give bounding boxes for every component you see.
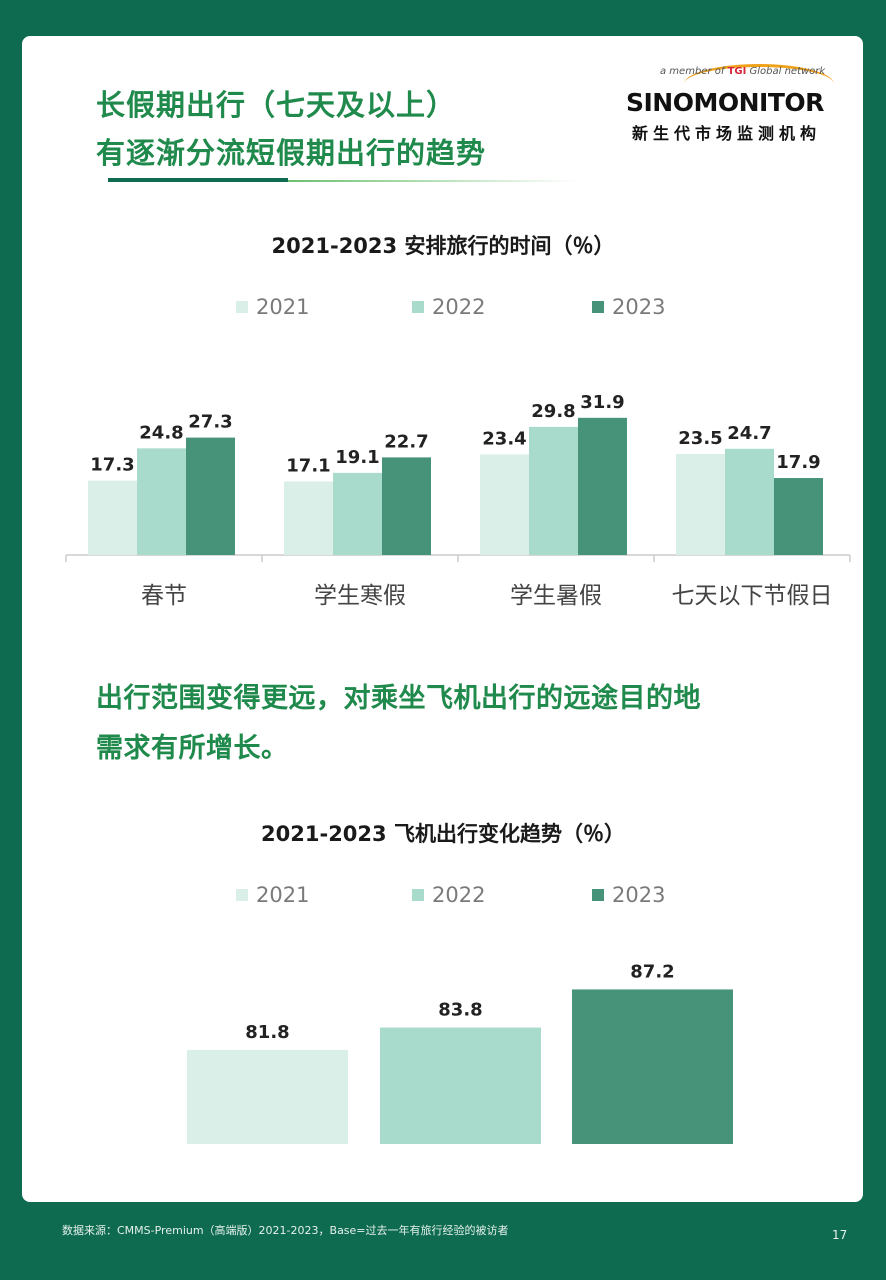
chart1-value-label: 29.8 [531,401,575,422]
chart1-category-label: 七天以下节假日 [672,583,833,609]
section-heading-line-1: 出行范围变得更远，对乘坐飞机出行的远途目的地 [96,683,701,714]
chart1-bar-2022-0 [137,448,186,555]
legend1-label-2021: 2021 [256,295,310,319]
headline-underline-fade [288,180,578,182]
chart2-legend: 2021 2022 2023 [0,880,886,910]
chart1-value-label: 19.1 [335,447,379,468]
chart1-title: 2021-2023 安排旅行的时间（％） [271,234,615,258]
headline-line-1: 长假期出行（七天及以上） [96,88,457,122]
headline-underline [108,178,288,182]
chart2-flight-trend-bars: 81.8 83.8 87.2 [187,961,733,1144]
legend1-label-2022: 2022 [432,295,486,319]
chart2-value-label: 81.8 [245,1022,289,1043]
chart1-value-label: 17.9 [776,452,820,473]
legend1-item-2023: 2023 [592,292,665,322]
chart1-value-label: 23.4 [482,428,526,449]
chart2-bar-2022 [380,1027,541,1144]
legend1-item-2021: 2021 [236,292,309,322]
chart1-bar-2021-1 [284,481,333,555]
legend2-swatch-2023 [592,889,604,901]
chart1-value-label: 24.8 [139,422,183,443]
chart1-category-label: 春节 [141,583,187,609]
logo-name: SINOMONITOR [626,88,824,117]
sinomonitor-logo: a member of TGI Global network SINOMONIT… [624,58,844,148]
chart1-bar-2023-2 [578,417,627,555]
chart1-value-label: 17.1 [286,455,330,476]
chart2-value-label: 87.2 [630,961,674,982]
chart1-bar-2021-3 [676,453,725,555]
legend2-item-2023: 2023 [592,880,665,910]
legend1-swatch-2021 [236,301,248,313]
section-heading-line-2: 需求有所增长。 [96,733,289,764]
legend1-swatch-2022 [412,301,424,313]
chart1-value-label: 24.7 [727,423,771,444]
chart1-travel-time-bars: 17.324.827.3 春节 17.1 19.122.7 学生寒假 23.429.8 31… [65,392,851,609]
chart2-bar-2021 [187,1049,348,1144]
footer-data-source: 数据来源：CMMS-Premium（高端版）2021-2023，Base=过去一… [62,1224,509,1237]
chart2-bar-2023 [572,989,733,1144]
chart1-bar-2023-3 [774,478,823,555]
chart1-value-label: 31.9 [580,392,624,413]
legend1-swatch-2023 [592,301,604,313]
legend2-swatch-2022 [412,889,424,901]
legend1-label-2023: 2023 [612,295,666,319]
chart1-category-label: 学生暑假 [510,583,602,609]
legend2-item-2021: 2021 [236,880,309,910]
logo-cn-name: 新生代市场监测机构 [632,124,822,143]
chart2-value-label: 83.8 [438,1000,482,1021]
chart1-category-label: 学生寒假 [314,583,406,609]
chart1-legend: 2021 2022 2023 [0,292,886,322]
chart1-bar-2023-0 [186,437,235,555]
page-number: 17 [832,1228,848,1242]
chart2-title: 2021-2023 飞机出行变化趋势（％） [261,822,625,846]
chart1-bar-2021-2 [480,454,529,555]
legend2-item-2022: 2022 [412,880,485,910]
legend2-label-2022: 2022 [432,883,486,907]
legend2-label-2021: 2021 [256,883,310,907]
logo-member-text: a member of TGI Global network [660,66,826,77]
chart1-value-label: 17.3 [90,455,134,476]
chart1-value-label: 27.3 [188,412,232,433]
logo-arc-icon [684,64,834,104]
chart1-bar-2023-1 [382,457,431,555]
chart1-bar-2022-2 [529,426,578,555]
chart1-bar-2022-1 [333,472,382,555]
headline-line-2: 有逐渐分流短假期出行的趋势 [96,136,487,170]
chart1-bar-2021-0 [88,480,137,555]
legend2-label-2023: 2023 [612,883,666,907]
chart1-value-label: 23.5 [678,428,722,449]
legend2-swatch-2021 [236,889,248,901]
chart1-bar-2022-3 [725,448,774,555]
legend1-item-2022: 2022 [412,292,485,322]
chart1-value-label: 22.7 [384,431,428,452]
